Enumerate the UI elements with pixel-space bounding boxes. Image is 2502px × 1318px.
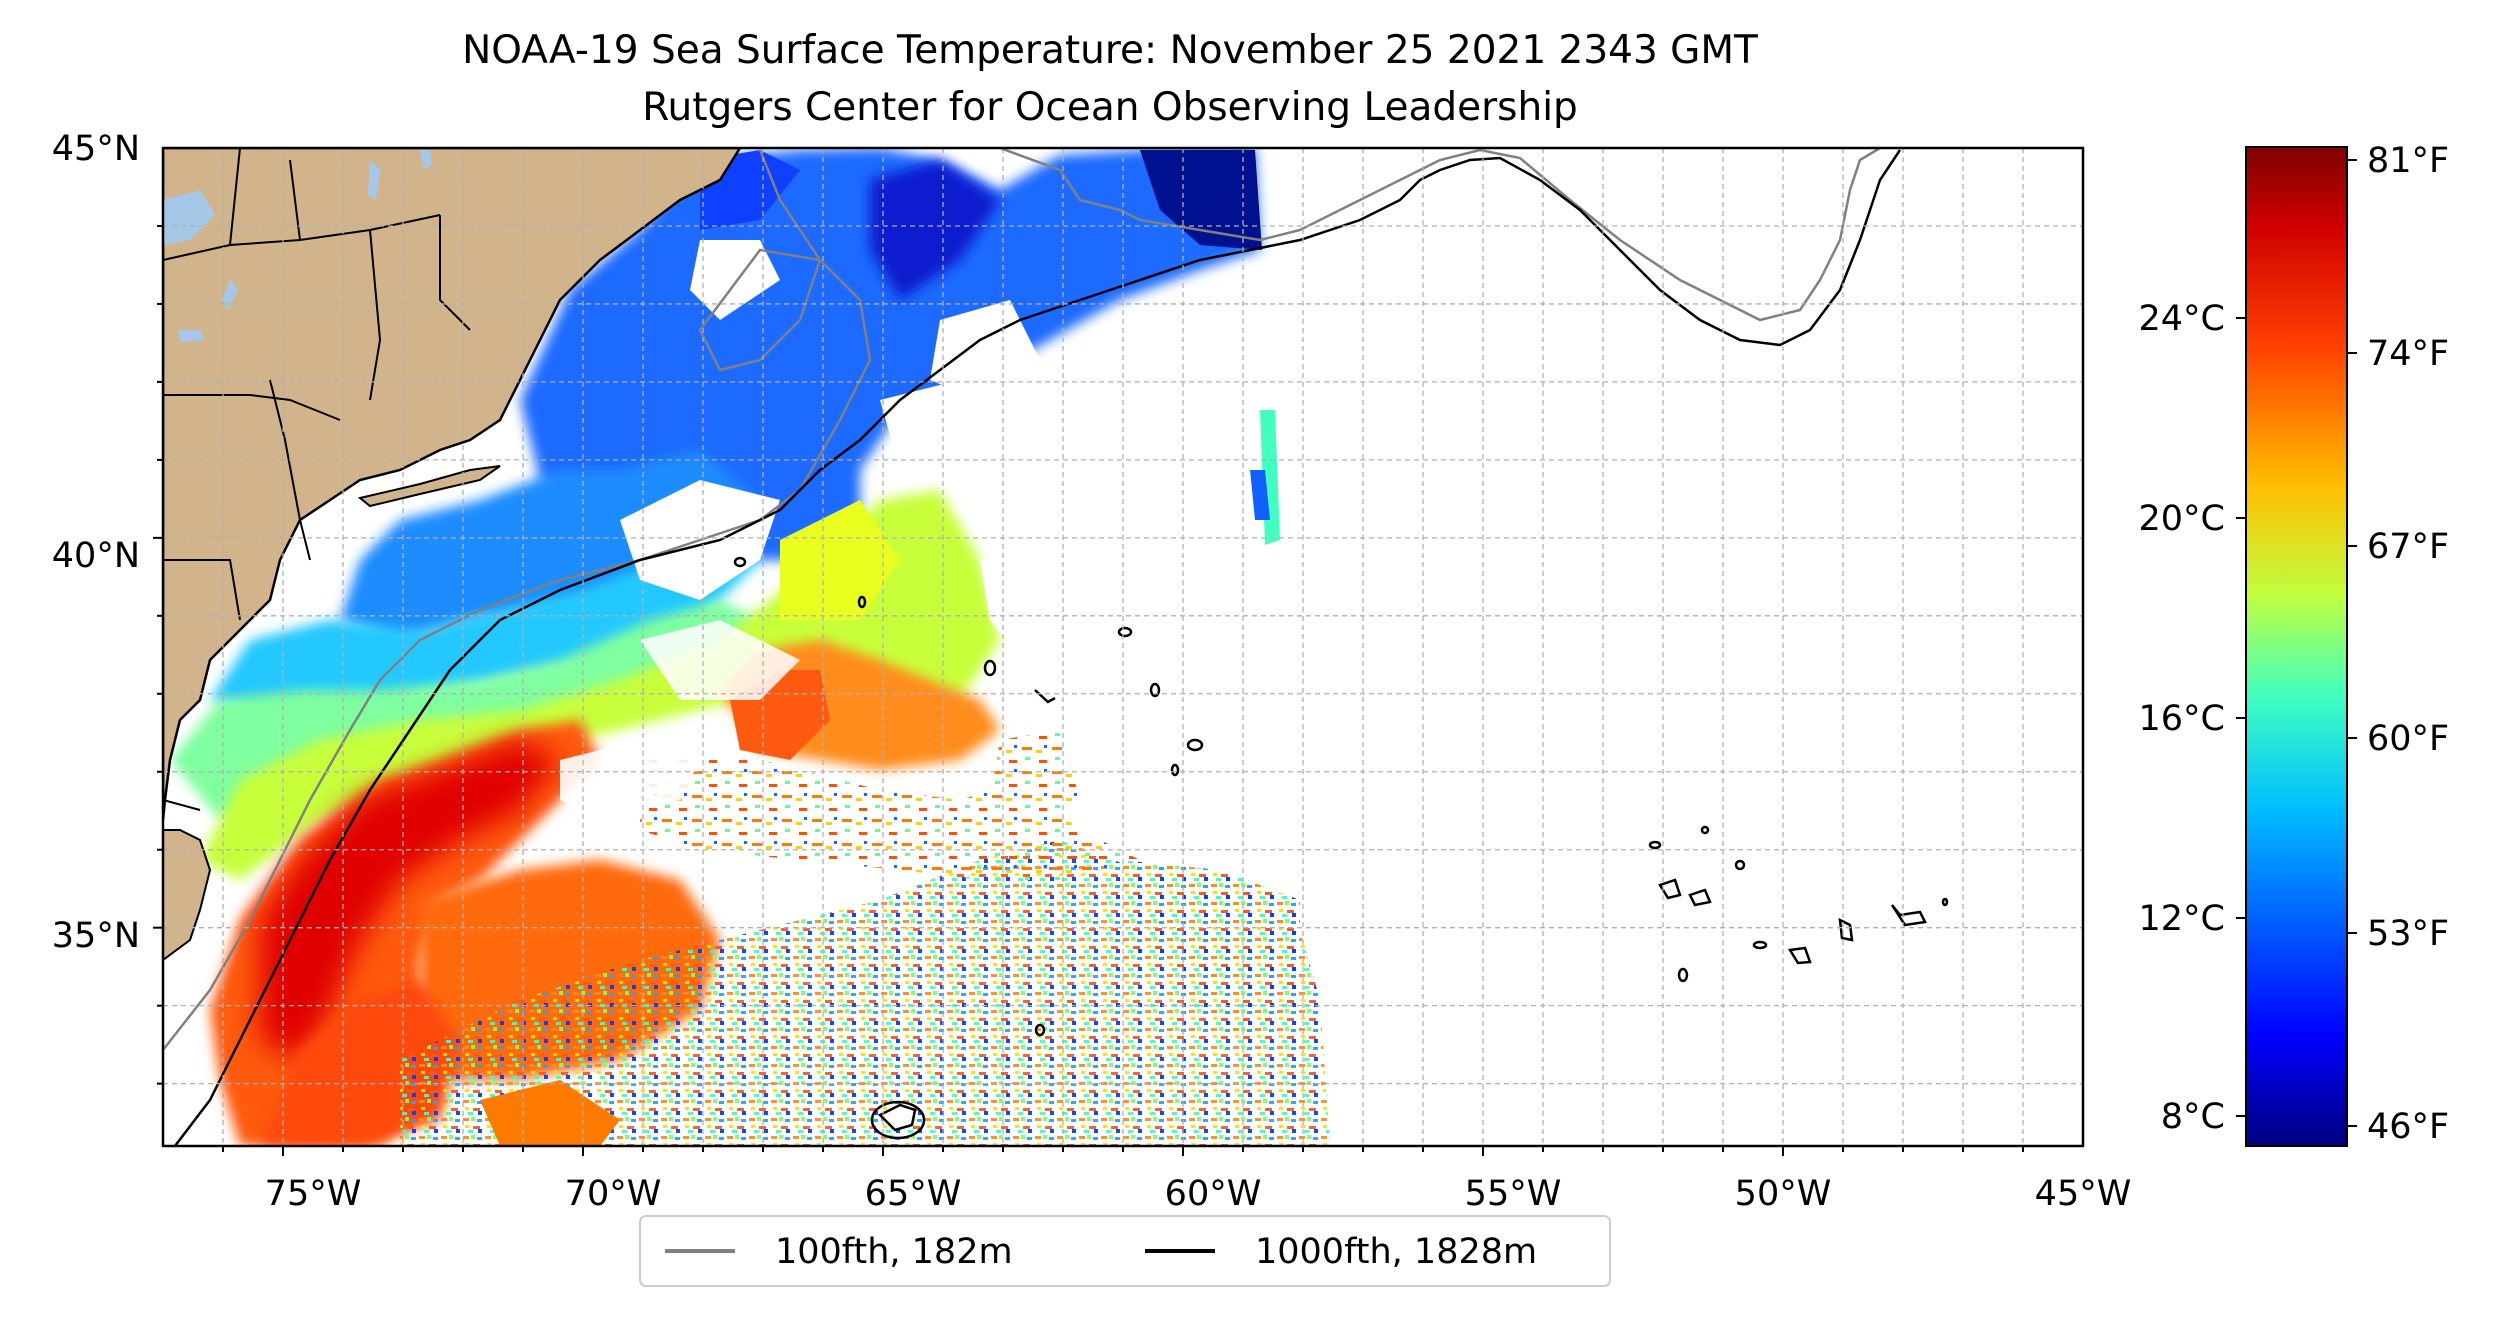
land	[163, 148, 742, 821]
lon-tick-label: 45°W	[2035, 1174, 2132, 1214]
legend-label-1000fth: 1000fth, 1828m	[1255, 1232, 1537, 1272]
lon-tick-label: 65°W	[865, 1174, 962, 1214]
colorbar-left-tick: 24°C	[2139, 299, 2225, 339]
state-borders	[163, 148, 471, 811]
lat-tick-labels: 45°N 40°N 35°N	[52, 129, 140, 956]
isobath-1000fth	[174, 149, 1902, 1146]
colorbar-left-tick: 8°C	[2161, 1097, 2225, 1137]
colorbar: 24°C 20°C 16°C 12°C 8°C 81°F 74°F 67°F 6…	[2139, 141, 2449, 1147]
lat-tick-label: 40°N	[52, 536, 140, 576]
lat-tick-label: 35°N	[52, 916, 140, 956]
figure-subtitle: Rutgers Center for Ocean Observing Leade…	[642, 85, 1578, 130]
colorbar-right-tick: 81°F	[2367, 141, 2449, 181]
lon-tick-label: 55°W	[1465, 1174, 1562, 1214]
figure-title: NOAA-19 Sea Surface Temperature: Novembe…	[462, 28, 1758, 73]
colorbar-right-tick: 53°F	[2367, 914, 2449, 954]
colorbar-ticks	[2236, 159, 2357, 1127]
legend-label-100fth: 100fth, 182m	[775, 1232, 1013, 1272]
lakes	[163, 150, 432, 342]
long-island	[357, 465, 501, 508]
seamount-contours	[733, 556, 1949, 1140]
colorbar-left-tick: 16°C	[2139, 699, 2225, 739]
lon-tick-label: 75°W	[265, 1174, 362, 1214]
colorbar-gradient	[2245, 146, 2348, 1147]
colorbar-left-tick: 12°C	[2139, 899, 2225, 939]
sst-imagery	[170, 148, 1330, 1146]
legend: 100fth, 182m 1000fth, 1828m	[639, 1215, 1611, 1287]
colorbar-right-tick: 67°F	[2367, 527, 2449, 567]
legend-box	[639, 1215, 1611, 1287]
lon-tick-labels: 75°W 70°W 65°W 60°W 55°W 50°W 45°W	[265, 1174, 2132, 1214]
lat-tick-label: 45°N	[52, 129, 140, 169]
colorbar-right-tick: 46°F	[2367, 1107, 2449, 1147]
axis-ticks	[153, 224, 2024, 1156]
gridlines	[163, 148, 2083, 1146]
colorbar-right-tick: 74°F	[2367, 334, 2449, 374]
lon-tick-label: 50°W	[1735, 1174, 1832, 1214]
lon-tick-label: 60°W	[1165, 1174, 1262, 1214]
colorbar-right-tick: 60°F	[2367, 719, 2449, 759]
lon-tick-label: 70°W	[565, 1174, 662, 1214]
colorbar-left-tick: 20°C	[2139, 499, 2225, 539]
